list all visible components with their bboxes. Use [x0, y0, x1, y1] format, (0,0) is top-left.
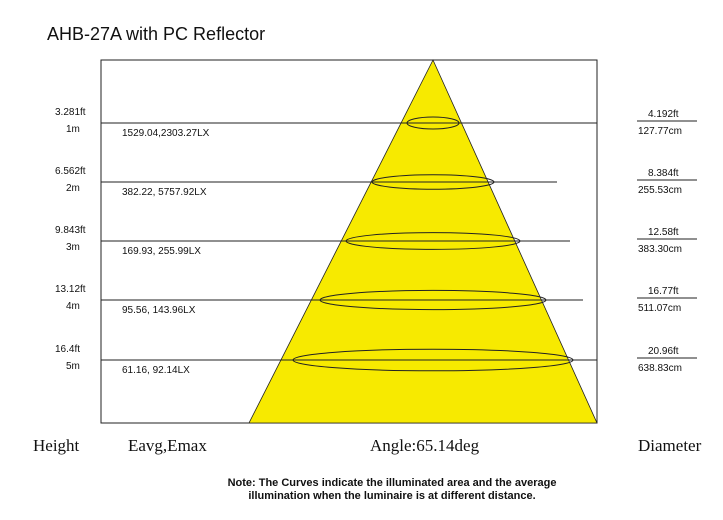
title: AHB-27A with PC Reflector	[47, 24, 265, 44]
beam-ellipse	[406, 116, 460, 130]
diameter-ft: 8.384ft	[648, 168, 679, 179]
eavg-label: Eavg,Emax	[128, 436, 207, 455]
height-ft: 9.843ft	[55, 225, 86, 236]
beam-ellipse	[319, 289, 547, 311]
height-m: 4m	[66, 301, 80, 312]
illuminance: 95.56, 143.96LX	[122, 305, 196, 316]
height-m: 3m	[66, 242, 80, 253]
height-ft: 16.4ft	[55, 344, 80, 355]
height-label: Height	[33, 436, 80, 455]
diameter-cm: 255.53cm	[638, 185, 682, 196]
angle-label: Angle:65.14deg	[370, 436, 480, 455]
illuminance: 169.93, 255.99LX	[122, 246, 201, 257]
diameter-ft: 20.96ft	[648, 346, 679, 357]
diameter-label: Diameter	[638, 436, 702, 455]
note-line: illumination when the luminaire is at di…	[248, 490, 535, 502]
height-m: 2m	[66, 183, 80, 194]
diameter-cm: 383.30cm	[638, 244, 682, 255]
diameter-ft: 12.58ft	[648, 227, 679, 238]
illuminance: 1529.04,2303.27LX	[122, 128, 210, 139]
diameter-cm: 127.77cm	[638, 126, 682, 137]
illuminance: 61.16, 92.14LX	[122, 365, 190, 376]
height-ft: 3.281ft	[55, 107, 86, 118]
diameter-cm: 638.83cm	[638, 363, 682, 374]
diameter-ft: 16.77ft	[648, 286, 679, 297]
height-m: 1m	[66, 124, 80, 135]
note-line: Note: The Curves indicate the illuminate…	[228, 477, 557, 489]
height-m: 5m	[66, 361, 80, 372]
height-ft: 13.12ft	[55, 284, 86, 295]
beam-ellipse	[345, 232, 521, 250]
height-ft: 6.562ft	[55, 166, 86, 177]
illuminance: 382.22, 5757.92LX	[122, 187, 207, 198]
beam-ellipse	[292, 348, 574, 372]
diameter-ft: 4.192ft	[648, 109, 679, 120]
diameter-cm: 511.07cm	[638, 303, 681, 314]
beam-ellipse	[371, 174, 495, 190]
